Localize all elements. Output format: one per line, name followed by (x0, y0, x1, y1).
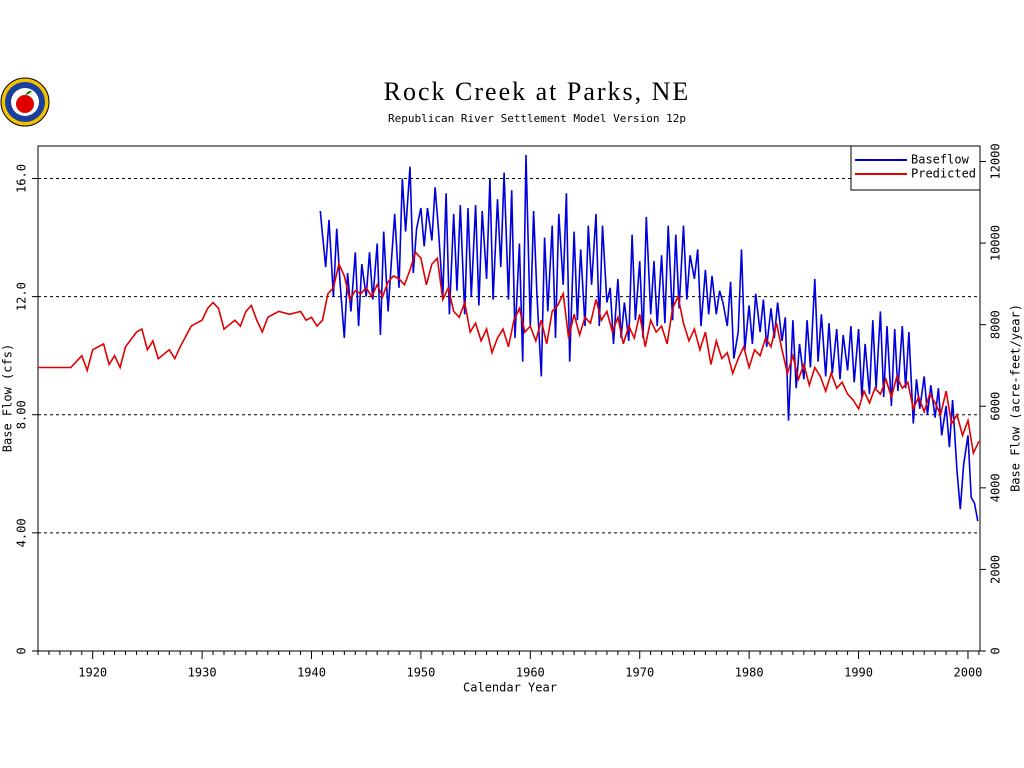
x-axis-label: Calendar Year (463, 681, 557, 695)
legend-label: Predicted (911, 167, 976, 181)
x-tick-label: 1940 (297, 666, 326, 680)
y2-tick-label: 0 (989, 647, 1003, 654)
y2-tick-label: 12000 (989, 143, 1003, 179)
legend-box (850, 145, 981, 191)
y-axis-label: Base Flow (cfs) (1, 344, 15, 452)
y2-tick-label: 8000 (989, 310, 1003, 339)
logo (0, 77, 50, 127)
y2-tick-label: 6000 (989, 392, 1003, 421)
x-tick-label: 1930 (188, 666, 217, 680)
series-line (319, 154, 979, 522)
y2-tick-label: 2000 (989, 555, 1003, 584)
y2-tick-label: 10000 (989, 225, 1003, 261)
plot-frame (37, 145, 981, 652)
y-tick-label: 8.00 (15, 400, 29, 429)
chart-subtitle: Republican River Settlement Model Versio… (388, 112, 686, 125)
x-tick-label: 1990 (844, 666, 873, 680)
chart-title: Rock Creek at Parks, NE (384, 77, 691, 106)
x-tick-label: 1980 (735, 666, 764, 680)
x-tick-label: 1960 (516, 666, 545, 680)
y-tick-label: 16.0 (15, 164, 29, 193)
x-tick-label: 1920 (78, 666, 107, 680)
x-tick-label: 1950 (406, 666, 435, 680)
x-tick-label: 1970 (625, 666, 654, 680)
y-tick-label: 0 (15, 647, 29, 654)
x-tick-label: 2000 (954, 666, 983, 680)
y-tick-label: 4.00 (15, 518, 29, 547)
legend-label: Baseflow (911, 153, 970, 167)
y-tick-label: 12.0 (15, 282, 29, 311)
y2-tick-label: 4000 (989, 473, 1003, 502)
y2-axis-label: Base Flow (acre-feet/year) (1009, 304, 1023, 492)
series-line (38, 250, 980, 456)
